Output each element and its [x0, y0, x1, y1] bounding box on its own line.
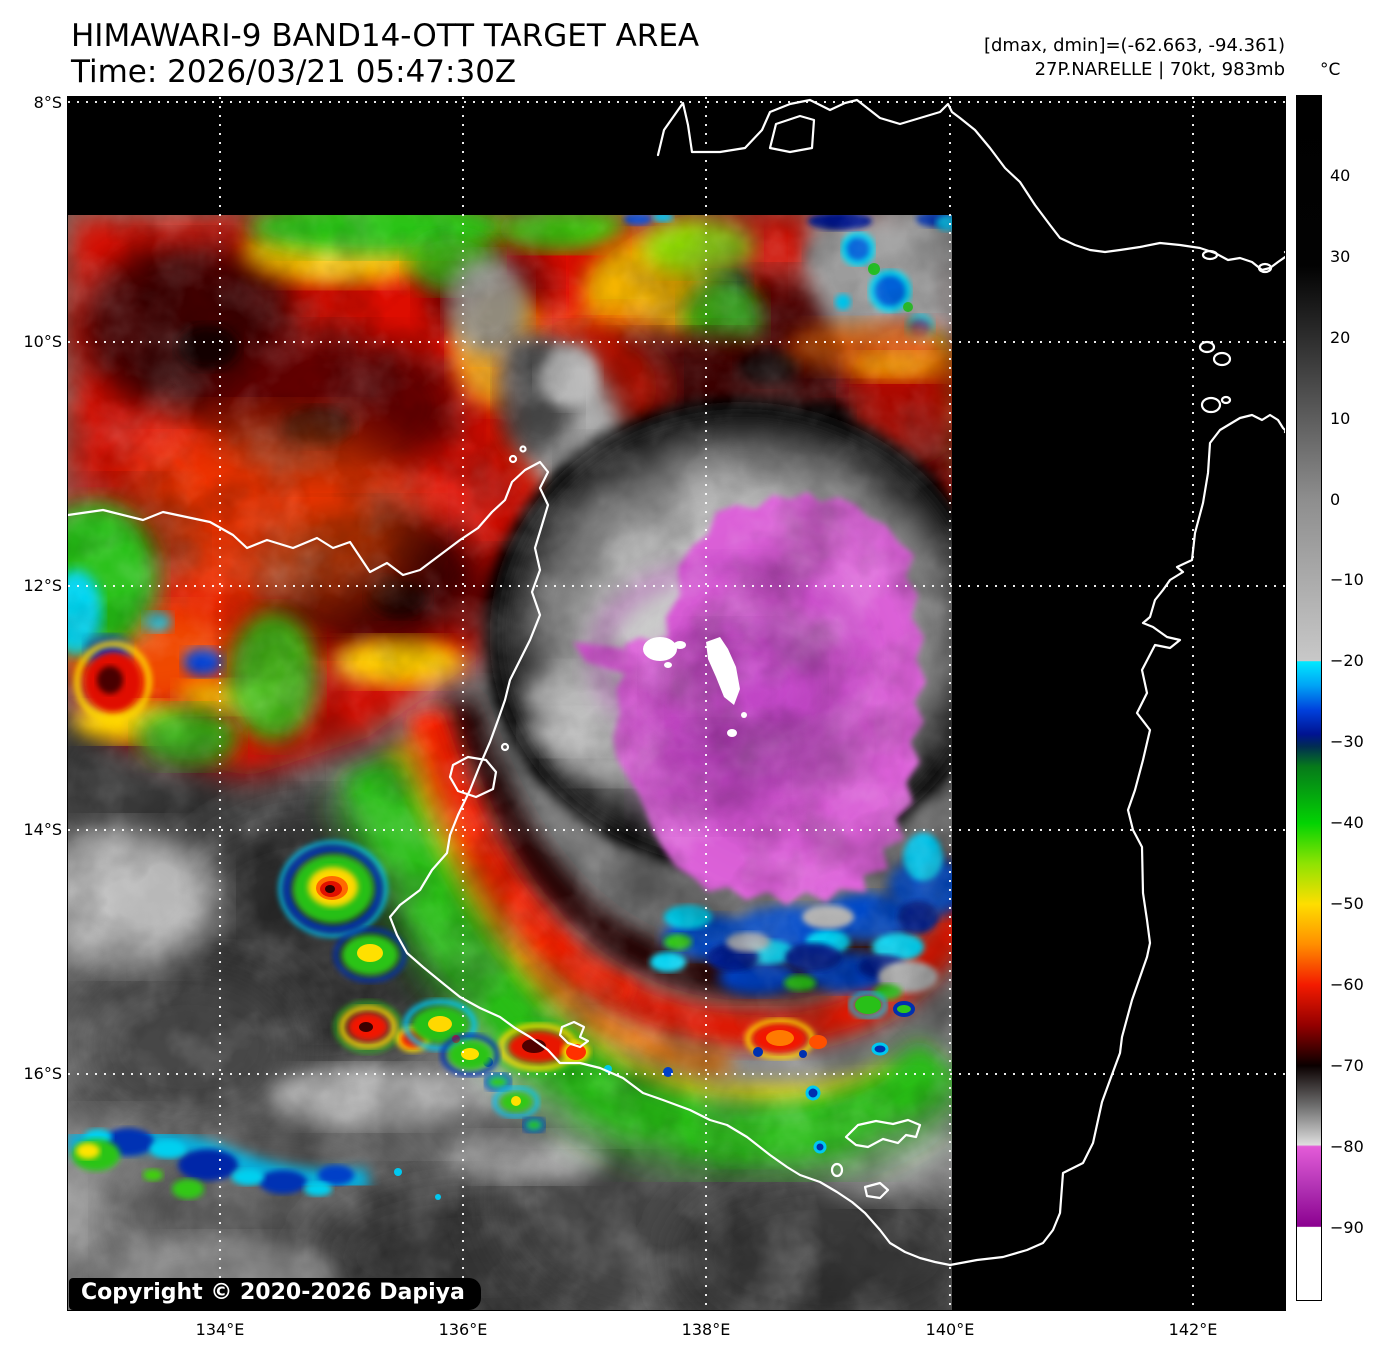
storm-info-label: 27P.NARELLE | 70kt, 983mb — [1034, 59, 1285, 80]
figure-header: HIMAWARI-9 BAND14-OTT TARGET AREA Time: … — [71, 18, 699, 90]
copyright-badge: Copyright © 2020-2026 Dapiya — [69, 1278, 481, 1310]
colorbar-tick-m90: −90 — [1330, 1218, 1364, 1237]
satellite-map — [67, 96, 1286, 1311]
colorbar-tick-m60: −60 — [1330, 975, 1364, 994]
colorbar-gradient — [1296, 95, 1322, 1301]
figure-info: [dmax, dmin]=(-62.663, -94.361) 27P.NARE… — [984, 34, 1285, 82]
colorbar-tick-30: 30 — [1330, 247, 1351, 266]
lon-tick-140e: 140°E — [925, 1320, 975, 1339]
convective-cells — [68, 641, 915, 1200]
colorbar-tick-m80: −80 — [1330, 1137, 1364, 1156]
lon-tick-136e: 136°E — [438, 1320, 488, 1339]
figure-time: Time: 2026/03/21 05:47:30Z — [71, 54, 517, 90]
lon-tick-138e: 138°E — [681, 1320, 731, 1339]
colorbar-tick-0: 0 — [1330, 490, 1341, 509]
colorbar-tick-m30: −30 — [1330, 732, 1364, 751]
lat-tick-12s: 12°S — [23, 576, 62, 595]
satellite-image — [68, 97, 1285, 1310]
dmax-dmin-label: [dmax, dmin]=(-62.663, -94.361) — [983, 35, 1285, 56]
satellite-data-swath — [68, 215, 952, 1310]
lat-tick-10s: 10°S — [23, 332, 62, 351]
coastlines — [68, 98, 1285, 1267]
temperature-unit-label: °C — [1320, 60, 1341, 80]
colorbar-tick-m20: −20 — [1330, 651, 1364, 670]
lon-tick-142e: 142°E — [1168, 1320, 1218, 1339]
lat-tick-8s: 8°S — [33, 93, 62, 112]
colorbar-tick-10: 10 — [1330, 409, 1351, 428]
colorbar-tick-m10: −10 — [1330, 570, 1364, 589]
colorbar-tick-m50: −50 — [1330, 894, 1364, 913]
lat-tick-16s: 16°S — [23, 1064, 62, 1083]
overshooting-tops — [643, 637, 747, 737]
lat-tick-14s: 14°S — [23, 820, 62, 839]
colorbar-tick-20: 20 — [1330, 328, 1351, 347]
figure-title: HIMAWARI-9 BAND14-OTT TARGET AREA — [71, 18, 700, 54]
colorbar-tick-m40: −40 — [1330, 813, 1364, 832]
lon-tick-134e: 134°E — [195, 1320, 245, 1339]
colorbar-tick-m70: −70 — [1330, 1056, 1364, 1075]
colorbar-tick-40: 40 — [1330, 166, 1351, 185]
